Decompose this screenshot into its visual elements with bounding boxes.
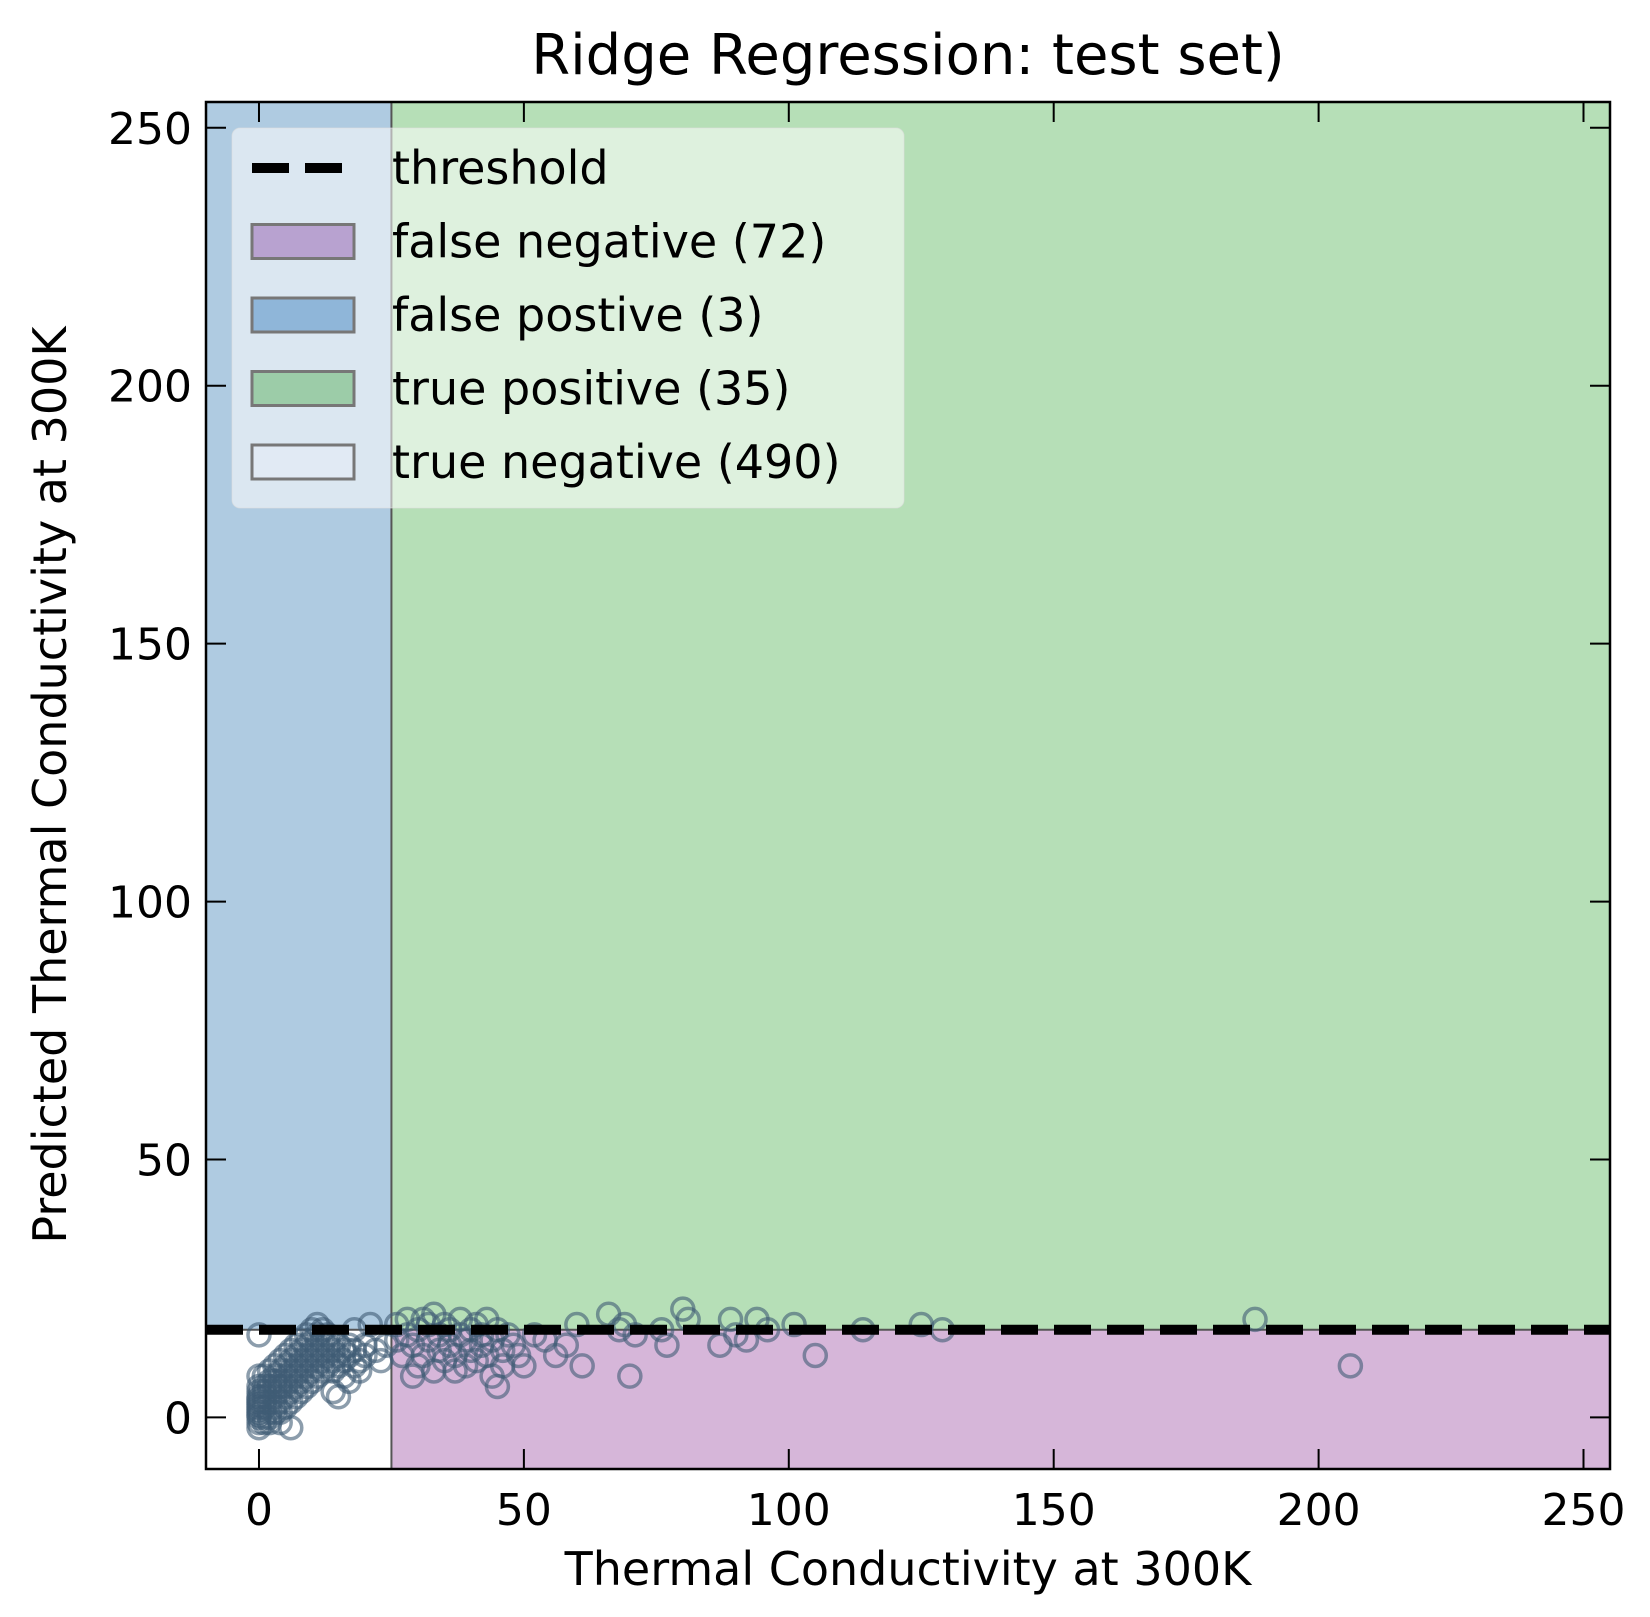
data-point — [802, 1342, 829, 1369]
y-axis-label: Predicted Thermal Conductivity at 300K — [23, 325, 77, 1244]
x-tick-label: 200 — [1277, 1485, 1361, 1536]
legend-box — [231, 127, 905, 509]
legend-label: false postive (3) — [392, 288, 763, 342]
data-point — [569, 1353, 595, 1379]
x-tick-label: 50 — [496, 1485, 552, 1536]
data-point — [246, 1322, 272, 1348]
y-tick-label: 50 — [136, 1135, 192, 1186]
legend: threshold false negative (72) false postiv… — [231, 127, 905, 509]
x-tick-label: 0 — [245, 1485, 273, 1536]
legend-swatch — [250, 443, 356, 481]
data-point — [1337, 1353, 1364, 1379]
y-tick-label: 100 — [108, 878, 192, 929]
data-point — [346, 1358, 373, 1384]
x-tick-label: 250 — [1542, 1485, 1626, 1536]
false-negative-region — [391, 1329, 1610, 1469]
y-tick-label: 0 — [164, 1393, 192, 1444]
legend-label: true negative (490) — [392, 435, 841, 489]
y-tick-label: 250 — [108, 104, 192, 155]
x-axis-label: Thermal Conductivity at 300K — [564, 1542, 1253, 1596]
data-point — [564, 1311, 590, 1338]
legend-swatch — [250, 370, 356, 407]
data-point — [553, 1332, 580, 1358]
plot-frame — [204, 100, 1612, 1471]
axis-ticks-layer: 0 50 100 150 200 250 0 50 100 150 200 250 — [108, 102, 1626, 1536]
legend-swatch — [250, 296, 356, 334]
data-point — [511, 1353, 537, 1379]
y-tick-label: 200 — [108, 362, 192, 413]
legend-label: true positive (35) — [392, 362, 791, 416]
x-tick-label: 100 — [747, 1485, 831, 1536]
y-tick-label: 150 — [108, 620, 192, 671]
data-point — [717, 1306, 744, 1333]
legend-swatch — [250, 223, 356, 260]
data-point — [622, 1322, 648, 1348]
data-point — [267, 1409, 293, 1436]
legend-label: false negative (72) — [392, 215, 826, 269]
data-point — [357, 1311, 383, 1338]
data-point — [617, 1363, 643, 1389]
data-point — [781, 1311, 807, 1338]
chart-title: Ridge Regression: test set) — [531, 23, 1285, 88]
x-tick-label: 150 — [1012, 1485, 1096, 1536]
scatter-points-layer — [246, 1296, 1364, 1441]
legend-label: threshold — [392, 141, 609, 195]
data-point — [1242, 1306, 1268, 1333]
